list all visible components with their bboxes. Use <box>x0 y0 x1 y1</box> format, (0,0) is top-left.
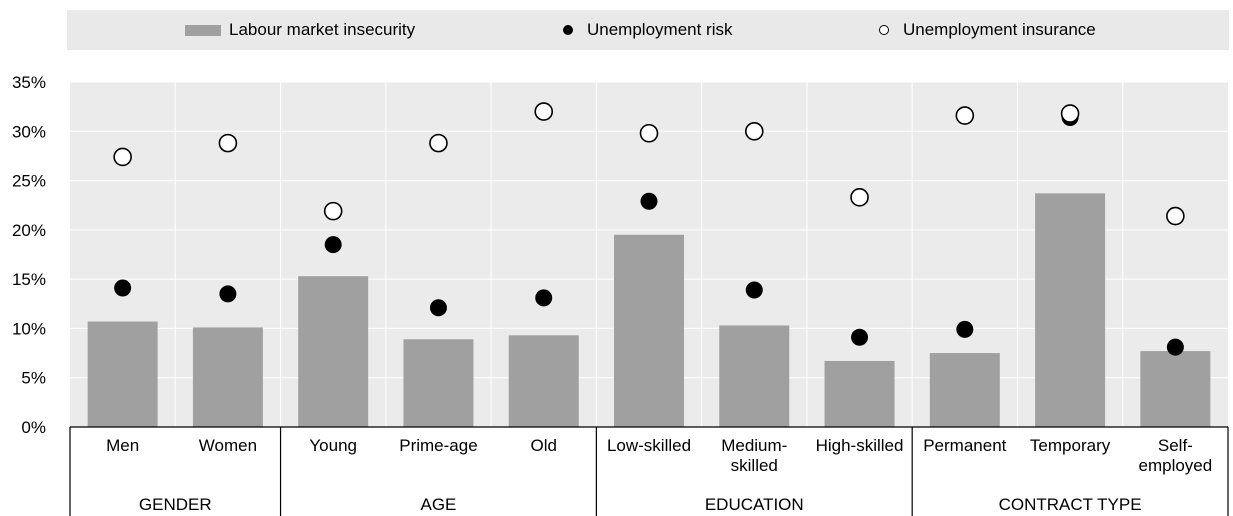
risk-marker <box>851 328 869 346</box>
legend-label-insurance: Unemployment insurance <box>903 20 1096 39</box>
category-label-line: Medium- <box>721 436 787 455</box>
category-label-line: employed <box>1139 456 1213 475</box>
legend-filled-dot-icon <box>563 25 573 35</box>
risk-marker <box>429 299 447 317</box>
legend-label-insecurity: Labour market insecurity <box>229 20 416 39</box>
y-tick-label: 30% <box>12 122 46 141</box>
category-label-line: Self- <box>1158 436 1193 455</box>
category-label-line: Temporary <box>1030 436 1111 455</box>
y-tick-label: 10% <box>12 319 46 338</box>
legend: Labour market insecurity Unemployment ri… <box>67 10 1229 50</box>
bar <box>508 335 579 427</box>
bar <box>192 327 263 427</box>
category-label-line: Permanent <box>923 436 1006 455</box>
insurance-marker <box>850 188 869 207</box>
y-tick-label: 15% <box>12 270 46 289</box>
group-label: GENDER <box>139 495 212 514</box>
category-label-line: Women <box>199 436 257 455</box>
risk-marker <box>640 192 658 210</box>
risk-marker <box>1166 338 1184 356</box>
category-label: Low-skilled <box>607 436 691 455</box>
category-label: Permanent <box>923 436 1006 455</box>
category-label-line: Old <box>530 436 556 455</box>
category-label-line: Young <box>309 436 357 455</box>
legend-label-risk: Unemployment risk <box>587 20 733 39</box>
bar <box>929 353 1000 427</box>
insurance-marker <box>1060 104 1080 123</box>
y-tick-label: 25% <box>12 172 46 191</box>
y-tick-label: 5% <box>21 369 46 388</box>
category-label: Women <box>199 436 257 455</box>
y-tick-label: 0% <box>21 418 46 437</box>
bar <box>824 360 895 427</box>
category-label-line: Men <box>106 436 139 455</box>
category-label: High-skilled <box>816 436 904 455</box>
category-label: Old <box>530 436 556 455</box>
insurance-marker <box>323 201 343 221</box>
group-label: AGE <box>421 495 457 514</box>
risk-marker <box>324 236 342 254</box>
risk-marker <box>956 320 974 338</box>
category-label-line: Low-skilled <box>607 436 691 455</box>
insurance-marker <box>744 121 764 141</box>
insurance-marker <box>1166 206 1185 226</box>
category-label: Men <box>106 436 139 455</box>
bar <box>87 321 158 427</box>
insurance-marker <box>534 102 554 121</box>
category-label: Temporary <box>1030 436 1111 455</box>
bar <box>719 325 790 427</box>
legend-hollow-dot-icon <box>879 25 889 35</box>
insurance-marker <box>218 133 238 153</box>
bar <box>1140 351 1211 427</box>
y-tick-label: 20% <box>12 221 46 240</box>
legend-item-insecurity: Labour market insecurity <box>185 10 415 50</box>
group-label: EDUCATION <box>705 495 804 514</box>
bar <box>1035 193 1106 427</box>
category-label-line: skilled <box>731 456 778 475</box>
insurance-marker <box>429 133 448 153</box>
insurance-marker <box>955 106 975 125</box>
group-label: CONTRACT TYPE <box>999 495 1142 514</box>
legend-item-risk: Unemployment risk <box>563 10 733 50</box>
bar <box>403 339 474 427</box>
category-label: Prime-age <box>399 436 477 455</box>
risk-marker <box>745 281 763 299</box>
insurance-marker <box>639 123 659 143</box>
category-label: Self-employed <box>1139 436 1213 475</box>
category-label-line: Prime-age <box>399 436 477 455</box>
category-label-line: High-skilled <box>816 436 904 455</box>
insurance-marker <box>113 147 132 167</box>
category-label: Young <box>309 436 357 455</box>
risk-marker <box>535 289 553 307</box>
legend-item-insurance: Unemployment insurance <box>879 10 1096 50</box>
category-label: Medium-skilled <box>721 436 787 475</box>
y-tick-label: 35% <box>12 73 46 92</box>
bar <box>298 276 369 427</box>
risk-marker <box>219 285 237 303</box>
risk-marker <box>114 279 132 297</box>
legend-bar-swatch <box>185 24 221 36</box>
bar <box>614 234 684 427</box>
